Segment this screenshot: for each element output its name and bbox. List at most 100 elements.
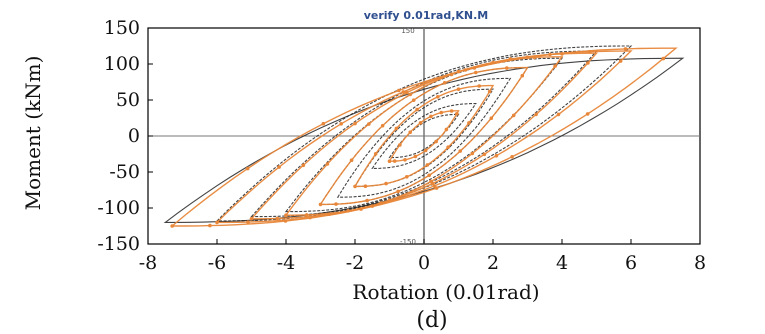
verify-marker [408,92,413,97]
y-tick-label: -50 [109,161,140,183]
inner-top-label: 150 [401,27,414,35]
verify-marker [553,64,557,68]
verify-marker [510,155,514,159]
verify-marker [249,217,254,221]
verify-marker [275,216,280,221]
y-tick-label: -150 [97,233,140,255]
experiment-loop-line [163,57,685,223]
chart-title: verify 0.01rad,KN.M [364,9,489,22]
verify-marker [467,121,471,125]
verify-marker [425,163,430,167]
x-tick-label: -8 [139,252,158,274]
verify-marker [325,162,330,166]
verify-marker [442,81,447,85]
experiment-loop-line [354,88,494,187]
x-tick-label: -4 [277,252,296,274]
inner-bottom-label: -150 [400,238,416,246]
verify-marker [396,189,400,194]
verify-marker [380,123,385,128]
verify-marker [474,70,478,75]
x-tick-label: -2 [346,252,365,274]
verify-marker [455,112,459,116]
verify-marker [334,202,338,206]
verify-marker [556,112,561,117]
x-tick-label: 6 [625,252,637,274]
verify-marker [301,163,306,168]
verify-marker [363,184,368,188]
verify-marker [418,121,423,125]
verify-marker [458,149,463,153]
verify-marker [432,184,437,188]
verify-marker [449,109,454,113]
panel-label: (d) [416,308,447,333]
verify-marker [353,184,357,189]
x-axis-title: Rotation (0.01rad) [352,280,539,304]
verify-marker [586,61,590,65]
verify-marker [548,52,552,57]
verify-marker [415,107,419,112]
verify-marker [339,122,344,126]
verify-marker [487,89,492,94]
verify-marker [387,159,392,163]
verify-marker [511,113,516,118]
verify-marker [359,207,363,211]
y-tick-label: 150 [104,17,140,39]
verify-marker [215,220,219,225]
verify-loop-line [319,66,529,206]
verify-marker [367,122,371,126]
verify-marker [520,73,525,78]
y-axis-title: Moment (kNm) [21,56,45,211]
y-tick-label: 100 [104,53,140,75]
verify-marker [394,126,399,131]
verify-marker [284,213,288,217]
experiment-loop-line [388,113,460,159]
experiment-loop-line [215,45,633,222]
verify-marker [403,158,407,162]
y-tick-label: -100 [97,197,140,219]
verify-marker [365,198,369,203]
verify-marker [470,151,475,156]
verify-marker [397,88,401,93]
y-tick-label: 0 [128,125,140,147]
y-tick-label: 50 [116,89,140,111]
verify-marker [444,127,449,132]
verify-marker [405,175,409,179]
verify-marker [456,87,461,91]
verify-marker [398,143,402,147]
verify-marker [434,186,439,190]
verify-marker [318,202,323,207]
verify-marker [439,110,444,115]
verify-marker [392,159,397,163]
verify-marker [408,130,413,134]
verify-marker [534,112,538,117]
verify-loop-line [353,84,495,188]
x-tick-label: 4 [556,252,568,274]
verify-loop-line [170,47,678,227]
verify-marker [623,47,628,51]
verify-marker [373,152,378,156]
verify-marker [423,148,428,153]
verify-marker [277,165,281,169]
verify-marker [434,139,438,144]
verify-marker [489,116,494,120]
verify-marker [482,152,487,157]
verify-marker [446,145,450,149]
verify-marker [411,98,416,102]
verify-marker [405,90,409,95]
verify-marker [505,66,509,70]
verify-marker [283,219,288,223]
verify-marker [170,224,174,228]
verify-marker [427,173,432,178]
verify-marker [477,84,482,88]
experiment-loop-line [336,77,512,198]
verify-marker [321,121,326,126]
verify-marker [436,95,440,99]
x-tick-label: -6 [208,252,227,274]
verify-marker [413,154,418,159]
verify-marker [494,153,499,158]
verify-marker [401,90,406,94]
verify-marker [353,121,357,126]
verify-marker [304,213,309,217]
verify-marker [429,114,433,119]
